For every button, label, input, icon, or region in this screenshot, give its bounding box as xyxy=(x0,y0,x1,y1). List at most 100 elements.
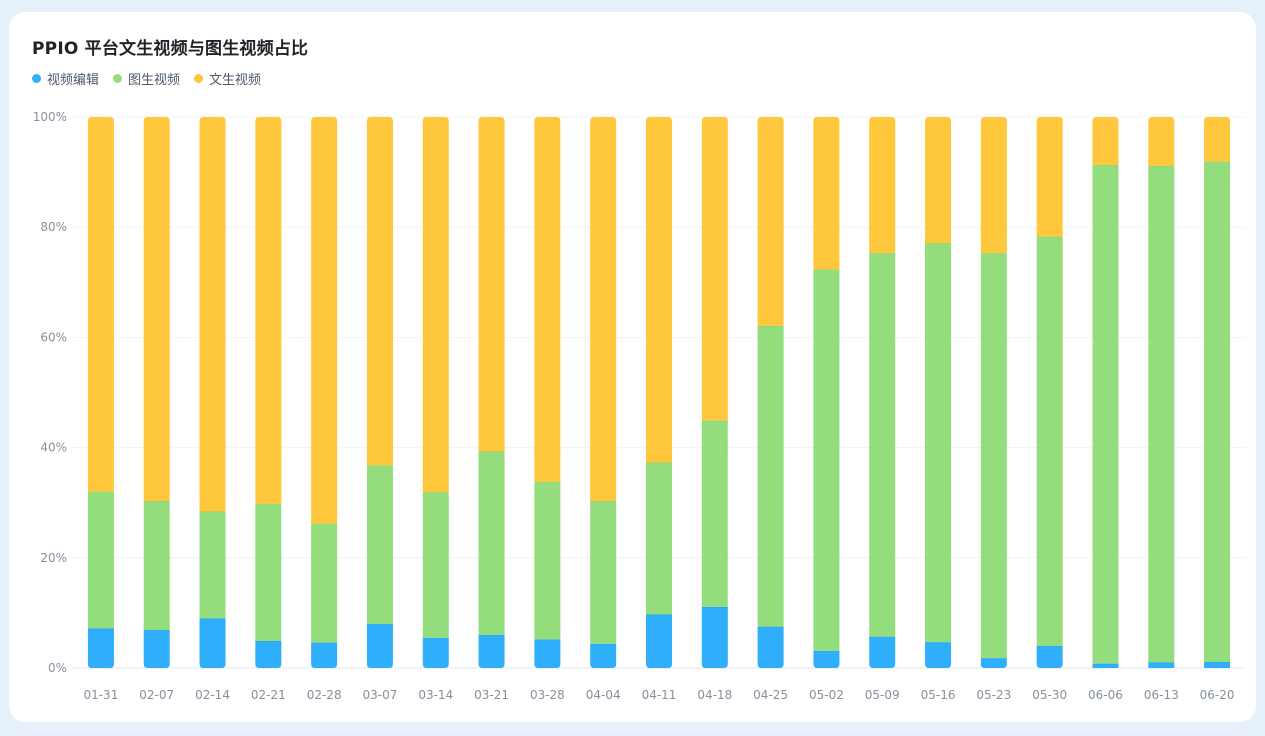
bar-segment xyxy=(980,658,1007,668)
bar-segment xyxy=(1148,117,1175,167)
bar-segment xyxy=(534,639,561,668)
bar-segment xyxy=(1036,236,1063,646)
bar-segment xyxy=(199,511,226,619)
legend-marker xyxy=(32,74,41,83)
x-tick-label: 06-13 xyxy=(1144,688,1179,702)
bar-segment xyxy=(757,117,784,326)
bar-segment xyxy=(1092,117,1119,165)
bar-segment xyxy=(1092,164,1119,664)
legend-item-image-to-video[interactable]: 图生视频 xyxy=(113,69,180,88)
bar-segment xyxy=(813,269,840,651)
bar-segment xyxy=(757,325,784,627)
x-tick-label: 04-25 xyxy=(753,688,788,702)
x-tick-label: 02-14 xyxy=(195,688,230,702)
bar-segment xyxy=(366,465,393,624)
bar-segment xyxy=(590,117,617,502)
bar-segment xyxy=(757,626,784,668)
bar-segment xyxy=(590,501,617,644)
x-tick-label: 05-16 xyxy=(921,688,956,702)
bar-segment xyxy=(1148,166,1175,663)
bar-segment xyxy=(87,628,114,668)
bar-segment xyxy=(1036,645,1063,668)
x-tick-label: 05-23 xyxy=(976,688,1011,702)
x-tick-label: 03-21 xyxy=(474,688,509,702)
bar-segment xyxy=(701,117,728,421)
bar-segment xyxy=(478,634,505,668)
x-tick-label: 06-06 xyxy=(1088,688,1123,702)
bar-segment xyxy=(255,503,282,642)
legend-marker xyxy=(194,74,204,83)
legend-label: 文生视频 xyxy=(209,73,262,88)
legend-label: 图生视频 xyxy=(128,73,181,88)
bar-segment xyxy=(199,117,226,512)
x-tick-label: 02-28 xyxy=(307,688,342,702)
bar-segment xyxy=(869,117,896,254)
bar-segment xyxy=(311,523,338,643)
x-tick-label: 03-28 xyxy=(530,688,565,702)
bar-segment xyxy=(1148,662,1175,668)
bar-segment xyxy=(813,650,840,668)
bar-segment xyxy=(87,117,114,492)
bar-segment xyxy=(646,614,672,668)
bar-segment xyxy=(646,117,672,463)
bar-segment xyxy=(311,642,338,668)
bar-segment xyxy=(255,117,282,504)
bar-segment xyxy=(1092,663,1119,668)
bar-segment xyxy=(422,492,449,638)
bar-segment xyxy=(143,629,170,668)
x-tick-label: 06-20 xyxy=(1200,688,1235,702)
bar-segment xyxy=(925,642,952,668)
bar-segment xyxy=(701,420,728,607)
bar-segment xyxy=(813,117,840,270)
bar-segment xyxy=(534,481,561,640)
y-tick-label: 60% xyxy=(40,330,67,344)
bar-segment xyxy=(366,623,393,668)
legend-marker xyxy=(113,74,123,83)
bar-segment xyxy=(366,117,393,466)
bar-segment xyxy=(199,618,226,668)
bar-segment xyxy=(646,462,672,615)
x-tick-label: 03-07 xyxy=(363,688,398,702)
y-tick-label: 40% xyxy=(40,441,67,455)
bar-segment xyxy=(869,253,896,637)
x-tick-label: 05-30 xyxy=(1032,688,1067,702)
chart-title: PPIO 平台文生视频与图生视频占比 xyxy=(32,39,309,59)
y-tick-label: 100% xyxy=(33,110,67,124)
y-tick-label: 0% xyxy=(48,661,67,675)
bar-segment xyxy=(1204,661,1231,668)
bar-segment xyxy=(255,641,282,668)
x-tick-label: 04-11 xyxy=(642,688,677,702)
x-tick-label: 02-21 xyxy=(251,688,286,702)
legend-item-text-to-video[interactable]: 文生视频 xyxy=(194,69,261,88)
x-tick-label: 02-07 xyxy=(139,688,174,702)
legend-item-video-edit[interactable]: 视频编辑 xyxy=(32,69,99,88)
x-tick-label: 01-31 xyxy=(83,688,118,702)
bar-segment xyxy=(422,637,449,668)
x-tick-label: 04-04 xyxy=(586,688,621,702)
bar-segment xyxy=(701,606,728,668)
bar-segment xyxy=(925,117,952,244)
x-tick-label: 04-18 xyxy=(697,688,732,702)
bar-segment xyxy=(534,117,561,482)
bar-segment xyxy=(478,117,505,452)
bar-segment xyxy=(87,491,114,629)
bar-segment xyxy=(980,253,1007,659)
bar-segment xyxy=(1204,161,1231,662)
y-tick-label: 20% xyxy=(40,551,67,565)
bar-segment xyxy=(590,643,617,668)
bar-segment xyxy=(143,501,170,630)
bar-segment xyxy=(311,117,338,524)
legend-label: 视频编辑 xyxy=(47,73,100,88)
bar-segment xyxy=(1036,117,1063,237)
bar-segment xyxy=(980,117,1007,254)
bar-segment xyxy=(1204,117,1231,162)
bar-segment xyxy=(478,451,505,635)
bar-segment xyxy=(422,117,449,493)
chart-legend: 视频编辑 图生视频 文生视频 xyxy=(32,69,261,88)
y-tick-label: 80% xyxy=(40,220,67,234)
bar-segment xyxy=(869,636,896,668)
bar-segment xyxy=(925,243,952,643)
x-tick-label: 05-02 xyxy=(809,688,844,702)
x-tick-label: 03-14 xyxy=(418,688,453,702)
